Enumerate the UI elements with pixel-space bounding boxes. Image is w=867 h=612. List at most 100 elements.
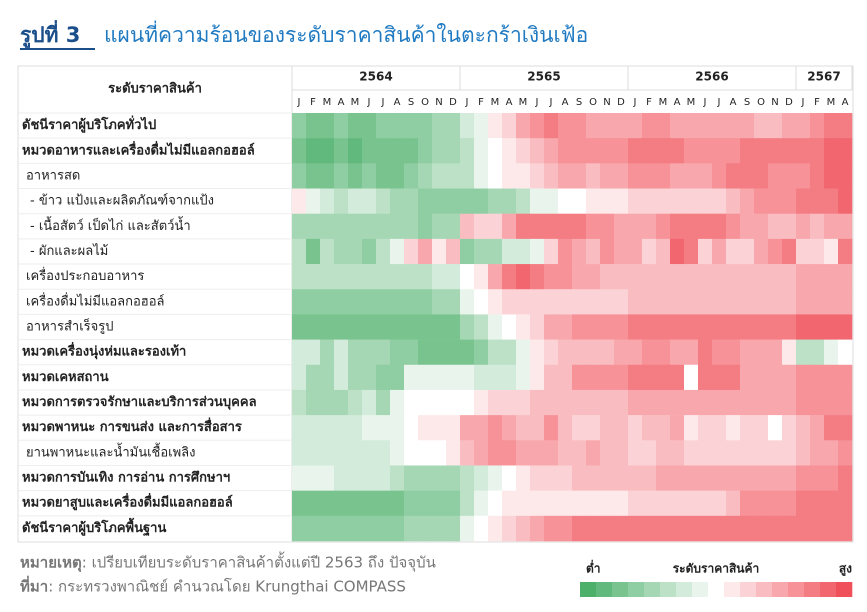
heat-cell	[684, 138, 699, 164]
heat-cell	[656, 389, 671, 416]
heat-cell	[334, 389, 349, 416]
heat-cell	[810, 314, 825, 340]
heat-cell	[796, 490, 811, 517]
heat-cell	[614, 389, 629, 416]
heat-cell	[292, 238, 307, 265]
heat-cell	[348, 289, 363, 315]
heat-cell	[516, 238, 531, 265]
heat-cell	[516, 163, 531, 189]
heat-cell	[348, 364, 363, 391]
month-label: M	[519, 97, 528, 108]
heat-cell	[712, 415, 727, 441]
heat-cell	[698, 138, 713, 164]
heat-cell	[768, 389, 783, 416]
heat-cell	[432, 490, 447, 517]
heat-cell	[614, 289, 629, 315]
source-label: ที่มา	[20, 576, 48, 596]
heat-cell	[726, 213, 741, 240]
heat-cell	[670, 389, 685, 416]
heat-cell	[404, 213, 419, 240]
heat-cell	[390, 490, 405, 517]
heat-cell	[614, 339, 629, 366]
heat-cell	[796, 138, 811, 164]
heat-cell	[600, 289, 615, 315]
heat-cell	[712, 113, 727, 139]
month-label: A	[730, 97, 737, 108]
heat-cell	[376, 138, 391, 164]
heat-cell	[796, 440, 811, 466]
title-prefix: รูปที่ 3	[20, 19, 80, 49]
heat-cell	[726, 138, 741, 164]
heat-cell	[306, 289, 321, 315]
month-label: O	[589, 97, 597, 108]
heat-cell	[320, 238, 335, 265]
heat-cell	[656, 440, 671, 466]
heat-cell	[488, 465, 503, 491]
heat-cell	[656, 188, 671, 215]
heat-cell	[488, 314, 503, 340]
heat-cell	[558, 188, 573, 215]
heat-cell	[726, 314, 741, 340]
heat-cell	[446, 364, 461, 391]
heat-cell	[740, 364, 755, 391]
heat-cell	[782, 515, 797, 542]
heat-cell	[516, 264, 531, 290]
heat-cell	[432, 339, 447, 366]
heat-cell	[306, 364, 321, 391]
heat-cell	[446, 163, 461, 189]
heat-cell	[530, 163, 545, 189]
heat-cell	[614, 188, 629, 215]
month-label: O	[757, 97, 765, 108]
heat-cell	[404, 440, 419, 466]
heat-cell	[754, 415, 769, 441]
heat-cell	[460, 238, 475, 265]
heat-cell	[474, 264, 489, 290]
month-label: M	[827, 97, 836, 108]
heat-cell	[642, 163, 657, 189]
heat-cell	[432, 163, 447, 189]
month-label: J	[801, 97, 805, 108]
legend-swatch	[724, 582, 741, 597]
heat-cell	[810, 515, 825, 542]
heat-cell	[530, 264, 545, 290]
heat-cell	[362, 138, 377, 164]
legend-title: ระดับราคาสินค้า	[673, 562, 760, 576]
heat-cell	[488, 213, 503, 240]
heat-cell	[796, 238, 811, 265]
heat-cell	[488, 364, 503, 391]
heat-cell	[740, 264, 755, 290]
heat-cell	[488, 289, 503, 315]
heat-cell	[698, 515, 713, 542]
heat-cell	[670, 163, 685, 189]
heat-cell	[474, 490, 489, 517]
heat-cell	[558, 515, 573, 542]
heat-cell	[670, 238, 685, 265]
row-label: หมวดเครื่องนุ่งห่มและรองเท้า	[22, 342, 186, 360]
heat-cell	[810, 138, 825, 164]
heat-cell	[390, 515, 405, 542]
heat-cell	[488, 238, 503, 265]
heat-cell	[306, 490, 321, 517]
heat-cell	[320, 213, 335, 240]
heat-cell	[698, 264, 713, 290]
heat-cell	[334, 314, 349, 340]
legend-swatch	[612, 582, 629, 597]
heat-cell	[712, 465, 727, 491]
heat-cell	[600, 490, 615, 517]
heat-cell	[544, 339, 559, 366]
heat-cell	[544, 314, 559, 340]
heat-cell	[460, 364, 475, 391]
heat-cell	[656, 465, 671, 491]
heat-cell	[600, 515, 615, 542]
heat-cell	[768, 289, 783, 315]
heat-cell	[320, 364, 335, 391]
heat-cell	[418, 490, 433, 517]
heat-cell	[628, 113, 643, 139]
heat-cell	[838, 490, 853, 517]
heat-cell	[404, 465, 419, 491]
legend-swatch	[644, 582, 661, 597]
heat-cell	[558, 163, 573, 189]
heat-cell	[292, 264, 307, 290]
